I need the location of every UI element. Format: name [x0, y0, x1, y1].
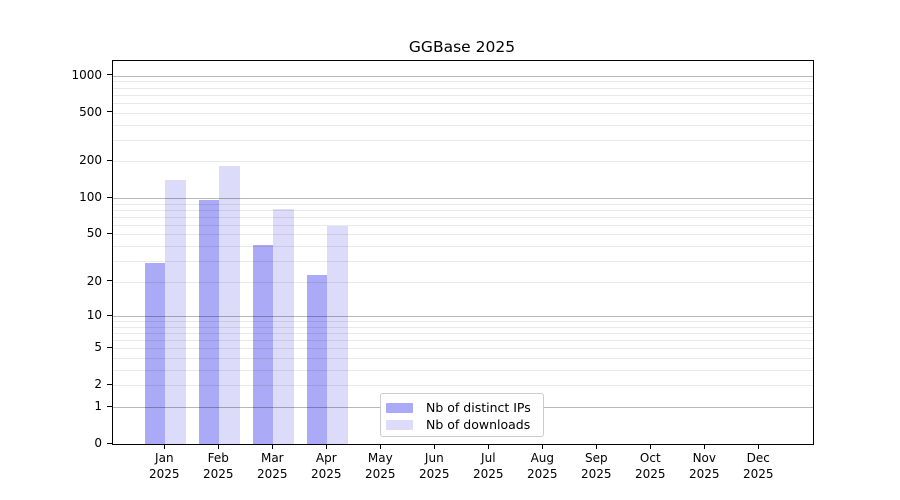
gridline-minor-800 — [113, 87, 813, 89]
gridline-minor-900 — [113, 81, 813, 83]
x-tick-label-jul: Jul 2025 — [473, 451, 504, 481]
gridline-minor-9 — [113, 321, 813, 323]
y-tick-label-5: 5 — [94, 340, 102, 355]
gridline-minor-70 — [113, 216, 813, 218]
legend-swatch-nb-of-distinct-ips — [386, 402, 413, 413]
gridline-minor-80 — [113, 209, 813, 211]
y-tick-mark-0 — [107, 442, 112, 444]
y-tick-label-100: 100 — [79, 190, 102, 204]
legend-swatch-nb-of-downloads — [386, 419, 413, 430]
x-tick-mark-dec — [757, 444, 759, 449]
bar-nb-of-distinct-ips-feb — [198, 199, 220, 444]
gridline-minor-20 — [113, 281, 813, 283]
legend-item-nb-of-distinct-ips: Nb of distinct IPs — [386, 399, 537, 416]
x-tick-label-jan: Jan 2025 — [149, 451, 180, 481]
y-tick-label-10: 10 — [86, 308, 102, 323]
y-tick-label-20: 20 — [86, 273, 102, 288]
x-tick-label-may: May 2025 — [365, 451, 396, 481]
gridline-minor-700 — [113, 94, 813, 96]
y-tick-mark-500 — [107, 111, 112, 113]
bar-nb-of-distinct-ips-apr — [306, 274, 328, 444]
gridline-minor-400 — [113, 124, 813, 126]
y-tick-mark-1000 — [107, 74, 112, 76]
y-tick-label-2: 2 — [94, 377, 102, 392]
gridline-minor-300 — [113, 139, 813, 141]
bar-nb-of-downloads-mar — [273, 209, 294, 444]
gridline-minor-40 — [113, 246, 813, 248]
x-tick-mark-oct — [649, 444, 651, 449]
x-tick-label-nov: Nov 2025 — [689, 451, 720, 481]
y-tick-label-500: 500 — [79, 104, 102, 119]
x-tick-label-jun: Jun 2025 — [419, 451, 450, 481]
gridline-minor-200 — [113, 161, 813, 163]
x-tick-mark-apr — [325, 444, 327, 449]
gridline-major-1000 — [113, 75, 813, 77]
x-tick-mark-aug — [541, 444, 543, 449]
y-tick-mark-100 — [107, 196, 112, 198]
gridline-minor-30 — [113, 260, 813, 262]
gridline-major-100 — [113, 198, 813, 199]
y-tick-label-50: 50 — [86, 226, 102, 241]
x-tick-label-apr: Apr 2025 — [311, 451, 342, 481]
legend-label-nb-of-distinct-ips: Nb of distinct IPs — [426, 400, 531, 415]
bar-nb-of-distinct-ips-jan — [144, 262, 166, 444]
gridline-minor-6 — [113, 340, 813, 342]
gridline-minor-60 — [113, 224, 813, 226]
y-tick-mark-10 — [107, 314, 112, 316]
y-tick-label-1000: 1000 — [71, 67, 102, 82]
y-tick-mark-1 — [107, 405, 112, 407]
gridline-minor-2 — [113, 385, 813, 387]
gridline-minor-8 — [113, 326, 813, 328]
y-tick-mark-2 — [107, 383, 112, 386]
gridline-major-10 — [113, 316, 813, 318]
x-tick-mark-jun — [433, 444, 435, 449]
x-tick-label-dec: Dec 2025 — [743, 451, 774, 481]
y-tick-label-0: 0 — [94, 436, 102, 450]
x-tick-label-aug: Aug 2025 — [527, 451, 558, 481]
gridline-minor-7 — [113, 333, 813, 335]
bar-nb-of-downloads-jan — [165, 180, 186, 444]
x-tick-label-sep: Sep 2025 — [581, 451, 612, 481]
gridline-minor-5 — [113, 348, 813, 350]
plot-area: Nb of distinct IPs Nb of downloads — [112, 60, 814, 445]
x-tick-mark-mar — [271, 444, 273, 449]
y-tick-label-200: 200 — [79, 153, 102, 168]
x-tick-mark-jan — [163, 444, 165, 449]
y-tick-mark-5 — [107, 346, 112, 349]
gridline-minor-4 — [113, 358, 813, 360]
y-tick-mark-50 — [107, 232, 112, 235]
x-tick-mark-may — [379, 444, 381, 449]
gridline-minor-50 — [113, 234, 813, 236]
gridline-minor-90 — [113, 203, 813, 205]
bar-nb-of-downloads-feb — [219, 166, 240, 444]
chart-title: GGBase 2025 — [408, 38, 516, 56]
x-tick-label-oct: Oct 2025 — [635, 451, 666, 481]
legend: Nb of distinct IPs Nb of downloads — [380, 393, 544, 437]
gridline-minor-500 — [113, 112, 813, 114]
x-tick-mark-jul — [487, 444, 489, 449]
x-tick-mark-feb — [217, 444, 219, 449]
x-tick-mark-sep — [595, 444, 597, 449]
gridline-minor-3 — [113, 370, 813, 372]
x-tick-label-mar: Mar 2025 — [257, 451, 288, 481]
legend-label-nb-of-downloads: Nb of downloads — [426, 417, 531, 432]
y-tick-mark-200 — [107, 159, 112, 162]
y-tick-mark-20 — [107, 280, 112, 282]
y-tick-label-1: 1 — [94, 399, 102, 414]
legend-item-nb-of-downloads: Nb of downloads — [386, 416, 537, 433]
bar-nb-of-distinct-ips-mar — [252, 244, 274, 444]
bar-nb-of-downloads-apr — [327, 225, 348, 444]
x-tick-mark-nov — [703, 444, 705, 449]
gridline-minor-600 — [113, 102, 813, 104]
x-tick-label-feb: Feb 2025 — [203, 451, 234, 481]
